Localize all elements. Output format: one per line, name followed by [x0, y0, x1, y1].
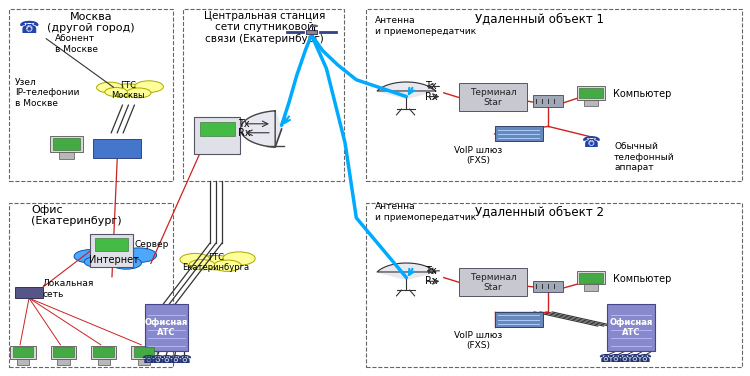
FancyBboxPatch shape	[533, 280, 563, 292]
Ellipse shape	[193, 255, 239, 270]
Ellipse shape	[126, 88, 151, 98]
FancyBboxPatch shape	[577, 86, 605, 100]
Ellipse shape	[108, 84, 149, 97]
FancyBboxPatch shape	[53, 347, 74, 358]
FancyBboxPatch shape	[584, 100, 598, 106]
Ellipse shape	[84, 256, 112, 267]
Text: ☎: ☎	[608, 354, 622, 364]
Text: Обычный
телефонный
аппарат: Обычный телефонный аппарат	[614, 143, 675, 172]
FancyBboxPatch shape	[194, 117, 241, 155]
Ellipse shape	[180, 253, 210, 266]
FancyBboxPatch shape	[50, 136, 83, 152]
Polygon shape	[241, 111, 281, 147]
FancyBboxPatch shape	[94, 347, 114, 358]
FancyBboxPatch shape	[494, 126, 543, 141]
Polygon shape	[377, 263, 436, 279]
Ellipse shape	[121, 248, 157, 262]
FancyBboxPatch shape	[15, 287, 44, 298]
Ellipse shape	[88, 252, 139, 267]
FancyBboxPatch shape	[460, 268, 526, 296]
Ellipse shape	[189, 259, 214, 270]
FancyBboxPatch shape	[286, 31, 304, 33]
Text: VoIP шлюз
(FXS): VoIP шлюз (FXS)	[454, 146, 503, 165]
Text: ☎: ☎	[598, 354, 612, 364]
FancyBboxPatch shape	[13, 347, 33, 358]
Text: Удаленный объект 2: Удаленный объект 2	[475, 205, 604, 218]
Text: Центральная станция
сети спутниковой
связи (Екатеринбург): Центральная станция сети спутниковой свя…	[204, 11, 325, 44]
Text: Tx: Tx	[425, 82, 436, 91]
Ellipse shape	[223, 252, 255, 265]
Text: ☎: ☎	[159, 355, 172, 365]
Text: ☎: ☎	[168, 355, 182, 365]
Text: Компьютер: Компьютер	[613, 89, 671, 99]
FancyBboxPatch shape	[494, 312, 543, 327]
FancyBboxPatch shape	[98, 359, 110, 365]
Text: Сервер: Сервер	[134, 240, 169, 249]
FancyBboxPatch shape	[320, 31, 337, 33]
Ellipse shape	[111, 257, 142, 269]
Text: Антенна
и приемопередатчик: Антенна и приемопередатчик	[375, 202, 476, 221]
FancyBboxPatch shape	[10, 346, 36, 359]
Ellipse shape	[214, 260, 242, 271]
Ellipse shape	[97, 82, 123, 93]
FancyBboxPatch shape	[51, 346, 76, 359]
FancyBboxPatch shape	[92, 139, 141, 158]
FancyBboxPatch shape	[53, 138, 80, 150]
Ellipse shape	[105, 88, 128, 97]
Text: ☎: ☎	[582, 135, 602, 150]
Text: Tx: Tx	[238, 119, 250, 129]
FancyBboxPatch shape	[58, 152, 74, 159]
Text: Терминал
Star: Терминал Star	[470, 273, 517, 292]
FancyBboxPatch shape	[584, 285, 598, 291]
Text: ГТС
Екатеринбурга: ГТС Екатеринбурга	[182, 253, 250, 272]
Text: Терминал
Star: Терминал Star	[470, 88, 517, 107]
Text: ☎: ☎	[637, 354, 651, 364]
Text: Узел
IP-телефонии
в Москве: Узел IP-телефонии в Москве	[15, 78, 80, 108]
Polygon shape	[377, 82, 436, 99]
Text: Tx: Tx	[425, 266, 436, 276]
Text: Rx: Rx	[425, 92, 438, 102]
Text: ☎: ☎	[141, 355, 154, 365]
Text: ☎: ☎	[19, 18, 40, 36]
Text: Rx: Rx	[238, 128, 251, 138]
Text: ☎: ☎	[618, 354, 632, 364]
FancyBboxPatch shape	[134, 347, 154, 358]
FancyBboxPatch shape	[131, 346, 157, 359]
Ellipse shape	[310, 25, 317, 27]
Ellipse shape	[74, 250, 107, 263]
FancyBboxPatch shape	[533, 96, 563, 107]
Text: Офис
(Екатеринбург): Офис (Екатеринбург)	[32, 205, 122, 226]
Text: Удаленный объект 1: Удаленный объект 1	[475, 12, 604, 25]
Text: Абонент
в Москве: Абонент в Москве	[56, 34, 98, 54]
FancyBboxPatch shape	[306, 30, 317, 34]
FancyBboxPatch shape	[145, 304, 188, 352]
FancyBboxPatch shape	[94, 238, 128, 251]
FancyBboxPatch shape	[89, 234, 133, 267]
FancyBboxPatch shape	[607, 304, 656, 352]
Text: ГТС
Москвы: ГТС Москвы	[112, 80, 146, 100]
FancyBboxPatch shape	[200, 121, 235, 136]
Text: ☎: ☎	[177, 355, 190, 365]
Text: ☎: ☎	[627, 354, 641, 364]
Text: Офисная
АТС: Офисная АТС	[609, 318, 652, 337]
FancyBboxPatch shape	[460, 83, 526, 112]
Text: Интернет: Интернет	[88, 255, 139, 265]
FancyBboxPatch shape	[580, 273, 603, 283]
FancyBboxPatch shape	[91, 346, 116, 359]
Text: Локальная
сеть: Локальная сеть	[43, 279, 94, 299]
Ellipse shape	[134, 81, 164, 92]
FancyBboxPatch shape	[17, 359, 29, 365]
FancyBboxPatch shape	[57, 359, 70, 365]
Text: VoIP шлюз
(FXS): VoIP шлюз (FXS)	[454, 331, 503, 350]
Text: ☎: ☎	[150, 355, 164, 365]
Text: Офисная
АТС: Офисная АТС	[145, 318, 188, 337]
Text: Москва
(другой город): Москва (другой город)	[47, 12, 135, 33]
Text: Компьютер: Компьютер	[613, 274, 671, 284]
FancyBboxPatch shape	[577, 271, 605, 285]
FancyBboxPatch shape	[138, 359, 150, 365]
Text: Антенна
и приемопередатчик: Антенна и приемопередатчик	[375, 16, 476, 36]
Text: Rx: Rx	[425, 276, 438, 286]
FancyBboxPatch shape	[580, 88, 603, 98]
